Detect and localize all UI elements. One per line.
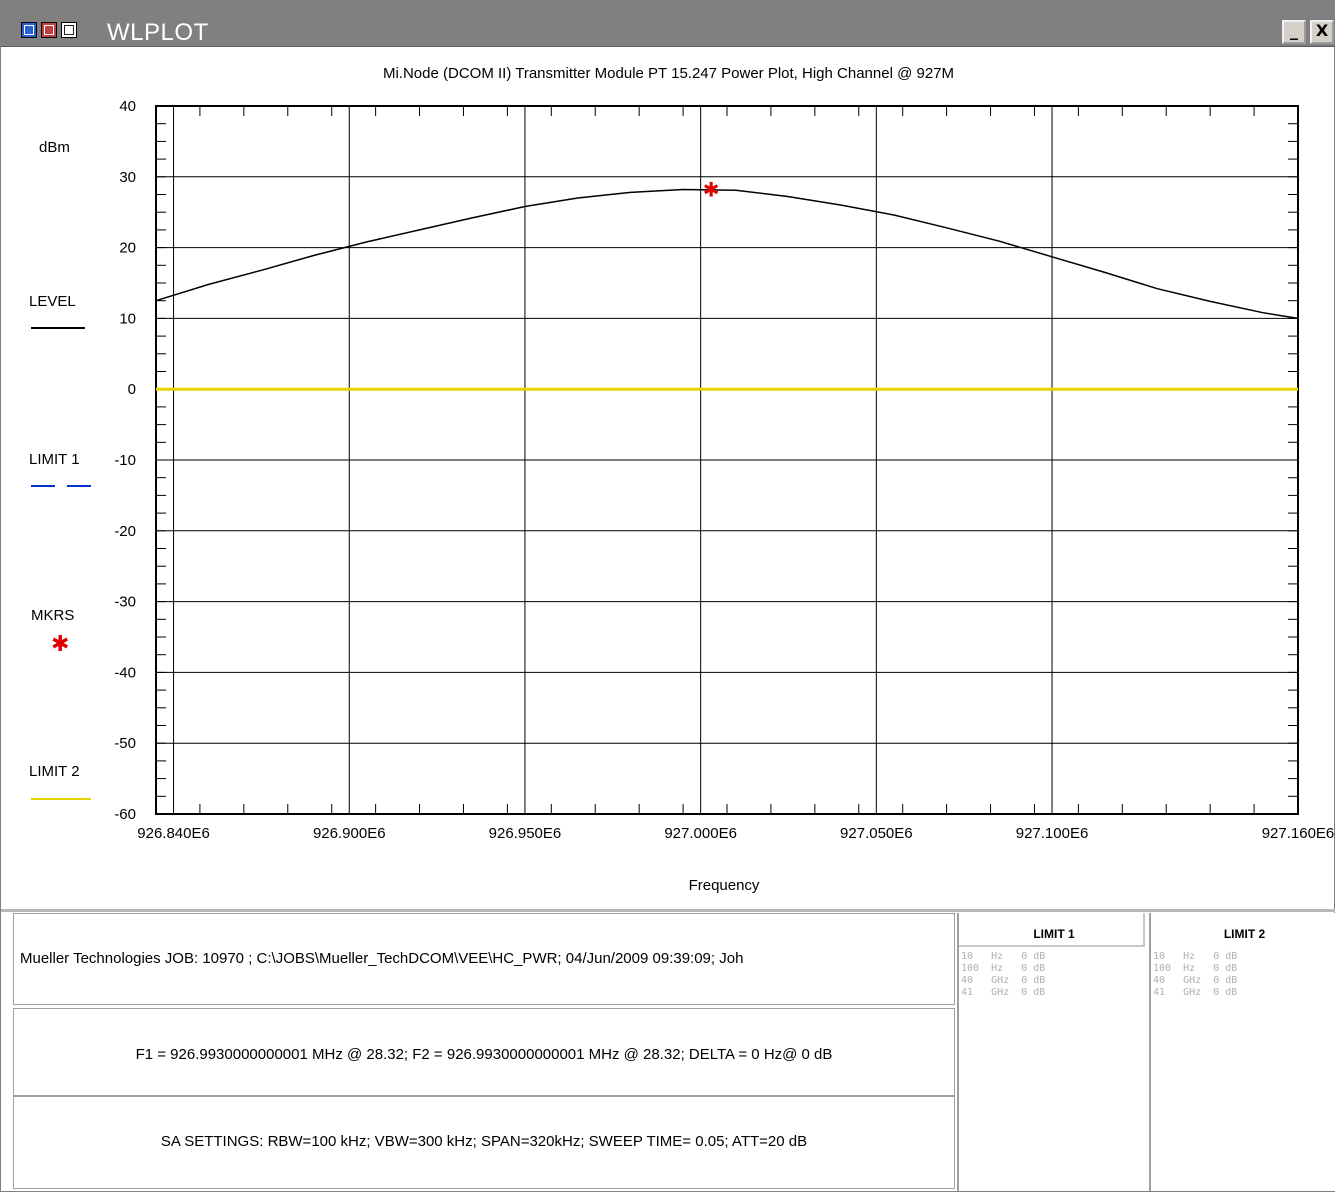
limit-1-header [959,913,1145,947]
legend-swatch-level [31,327,85,329]
x-tick-label: 927.050E6 [840,825,913,842]
y-tick-labels: 40 30 20 10 0 -10 -20 -30 -40 -50 -60 [114,98,136,823]
series-line-level [155,188,1299,320]
close-button[interactable]: X [1310,20,1334,44]
legend-swatch-limit-2 [31,798,91,800]
limit-2-row: 41 GHz 0 dB [1153,987,1238,998]
window-title: WLPLOT [107,19,209,46]
limit-2-panel: LIMIT 2 10 Hz 0 dB 100 Hz 0 dB 40 GHz 0 … [1149,913,1335,1191]
legend-label-limit-2: LIMIT 2 [29,763,80,780]
limit-2-title: LIMIT 2 [1223,927,1266,941]
limit-2-row: 40 GHz 0 dB [1153,975,1238,986]
y-tick-label: 10 [119,310,136,327]
window-icon[interactable] [61,22,77,38]
app-icon[interactable] [21,22,37,38]
y-tick-label: -20 [114,523,136,540]
y-tick-label: 40 [119,98,136,115]
minimize-button[interactable]: _ [1282,20,1306,44]
y-axis-label: dBm [39,139,70,156]
limit-1-title: LIMIT 1 [1033,927,1075,941]
legend-label-markers: MKRS [31,607,75,624]
limit-1-row: 41 GHz 0 dB [961,987,1046,998]
legend-marker-asterisk-icon: ✱ [51,631,70,656]
y-tick-label: -50 [114,735,136,752]
limit-1-row: 10 Hz 0 dB [961,951,1046,962]
x-tick-labels: 926.840E6 926.900E6 926.950E6 927.000E6 927.… [137,825,1334,842]
limit-1-row: 40 GHz 0 dB [961,975,1046,986]
x-tick-label: 926.900E6 [313,825,386,842]
x-axis-label: Frequency [689,877,760,894]
sa-settings-text: SA SETTINGS: RBW=100 kHz; VBW=300 kHz; S… [160,1133,808,1150]
job-info-text: Mueller Technologies JOB: 10970 ; C:\JOB… [20,950,744,967]
marker-info-box: F1 = 926.9930000000001 MHz @ 28.32; F2 =… [13,1008,955,1096]
y-tick-label: -10 [114,452,136,469]
marker-point: ✱ [703,178,720,202]
marker-info-text: F1 = 926.9930000000001 MHz @ 28.32; F2 =… [135,1046,833,1063]
x-tick-label: 926.950E6 [489,825,562,842]
y-tick-label: -30 [114,594,136,611]
legend-swatch-limit-1-a [31,485,55,487]
legend-label-limit-1: LIMIT 1 [29,451,80,468]
limit-1-row: 100 Hz 0 dB [961,963,1046,974]
graph-icon[interactable] [41,22,57,38]
title-bar[interactable]: WLPLOT _ X [1,1,1335,47]
x-tick-label: 927.100E6 [1016,825,1089,842]
y-tick-label: 0 [128,381,136,398]
plot-grid [155,105,1299,815]
legend-swatch-limit-1-b [67,485,91,487]
plot-series [155,188,1299,391]
y-tick-label: 20 [119,240,136,257]
limit-2-row: 10 Hz 0 dB [1153,951,1238,962]
sa-settings-box: SA SETTINGS: RBW=100 kHz; VBW=300 kHz; S… [13,1096,955,1189]
limit-1-panel: LIMIT 1 10 Hz 0 dB 100 Hz 0 dB 40 GHz 0 … [957,913,1149,1191]
plot-markers: ✱ [703,178,720,202]
y-tick-label: -60 [114,806,136,823]
legend-label-level: LEVEL [29,293,76,310]
x-tick-label: 927.160E6 [1262,825,1335,842]
x-tick-label: 926.840E6 [137,825,210,842]
panel-divider [1,909,1335,912]
x-tick-label: 927.000E6 [664,825,737,842]
y-tick-label: -40 [114,664,136,681]
chart-title: Mi.Node (DCOM II) Transmitter Module PT … [382,65,954,82]
job-info-box: Mueller Technologies JOB: 10970 ; C:\JOB… [13,913,955,1005]
limit-2-row: 100 Hz 0 dB [1153,963,1238,974]
y-tick-label: 30 [119,169,136,186]
